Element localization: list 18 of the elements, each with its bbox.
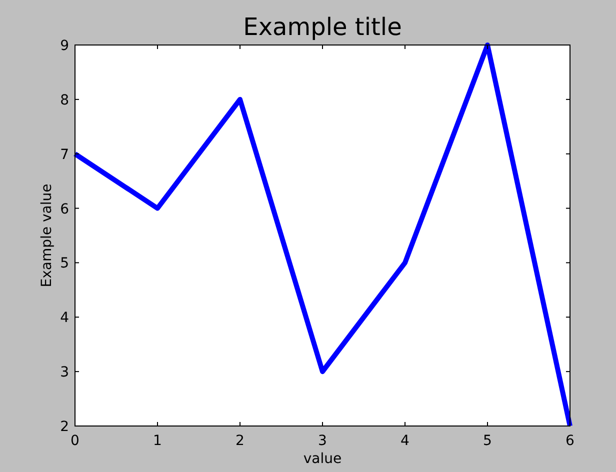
x-tick-label: 6 [566, 433, 575, 449]
y-tick-label: 3 [60, 364, 69, 381]
y-tick-label: 8 [60, 92, 69, 108]
chart-title: Example title [243, 13, 402, 41]
x-tick-label: 5 [483, 433, 492, 449]
x-tick-label: 0 [70, 433, 80, 449]
x-tick-label: 4 [400, 433, 410, 449]
y-axis-title: Example value [39, 184, 55, 288]
y-tick-label: 5 [60, 256, 69, 272]
y-tick-label: 6 [60, 201, 70, 218]
x-axis-title: value [303, 451, 342, 467]
y-tick-label: 7 [60, 146, 69, 163]
y-tick-label: 2 [60, 419, 69, 435]
y-tick-label: 4 [60, 310, 70, 326]
x-tick-label: 1 [153, 433, 162, 449]
x-tick-label: 2 [236, 433, 244, 449]
x-tick-label: 3 [318, 433, 327, 449]
y-tick-label: 9 [60, 38, 69, 54]
